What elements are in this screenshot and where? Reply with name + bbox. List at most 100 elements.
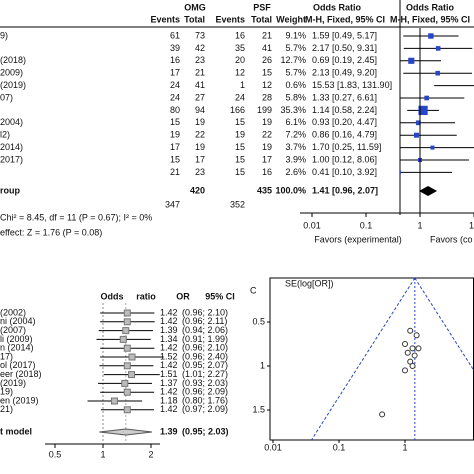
study-point <box>411 352 418 359</box>
label: (0.96; 2.40) <box>182 351 228 361</box>
study-point <box>407 327 414 334</box>
label: OR <box>176 291 190 301</box>
label: 15 <box>235 142 245 152</box>
x-tick-label: 1 <box>402 442 407 452</box>
label: 0.86 [0.16, 4.79] <box>312 130 377 140</box>
row-label: (2002) <box>0 307 26 317</box>
label: 24 <box>170 80 180 90</box>
study-square <box>413 132 419 138</box>
label: 17 <box>262 154 272 164</box>
study-square <box>122 327 130 335</box>
label: Favors (co <box>430 234 473 244</box>
label: 166 <box>230 105 245 115</box>
study-square <box>415 120 421 126</box>
y-axis-title: SE(log[OR]) <box>285 278 334 288</box>
study-square <box>121 379 129 387</box>
label: (1.01; 2.27) <box>182 369 228 379</box>
row-label: (2007) <box>0 325 26 335</box>
study-square <box>119 335 127 343</box>
study-square <box>128 371 136 379</box>
label: 15.53 [1.83, 131.90] <box>312 80 392 90</box>
label: (0.96; 2.09) <box>182 387 228 397</box>
label: 39 <box>170 43 180 53</box>
label: 2 <box>148 449 153 459</box>
study-square <box>123 362 131 370</box>
label: Total <box>184 14 205 24</box>
label: 22 <box>195 130 205 140</box>
label: 19 <box>262 142 272 152</box>
label: 0.01 <box>303 220 321 230</box>
label: 80 <box>170 105 180 115</box>
study-square <box>400 170 401 175</box>
label: 1.42 <box>160 387 178 397</box>
label: 21 <box>262 30 272 40</box>
label: 61 <box>170 30 180 40</box>
pooled-diamond <box>419 186 438 196</box>
label: 15 <box>235 154 245 164</box>
label: 0.69 [0.19, 2.45] <box>312 55 377 65</box>
label: PSF <box>253 2 271 12</box>
label: 16 <box>235 30 245 40</box>
label: 23 <box>195 55 205 65</box>
label: 5.8% <box>285 92 306 102</box>
study-point <box>409 345 416 352</box>
label: 15 <box>235 167 245 177</box>
study-square <box>110 397 118 405</box>
study-square <box>123 318 131 326</box>
label: 35.3% <box>280 105 306 115</box>
label: 1.39 <box>160 426 178 436</box>
label: (2018) <box>0 55 26 65</box>
label: 2.17 [0.50, 9.31] <box>312 43 377 53</box>
label: 1.42 <box>160 404 178 414</box>
study-square <box>123 309 131 317</box>
label: 15 <box>170 117 180 127</box>
study-square <box>123 388 131 396</box>
label: 5.7% <box>285 43 306 53</box>
label: 24 <box>170 92 180 102</box>
label: 23 <box>195 167 205 177</box>
label: 15 <box>170 154 180 164</box>
label: 21 <box>170 167 180 177</box>
label: 73 <box>195 30 205 40</box>
frame <box>269 277 474 441</box>
label: 6.1% <box>285 117 306 127</box>
label: 42 <box>195 43 205 53</box>
label: 3.9% <box>285 154 306 164</box>
study-point <box>409 363 416 369</box>
study-square <box>435 70 441 76</box>
label: 1.33 [0.27, 6.61] <box>312 92 377 102</box>
label: 1 <box>417 220 422 230</box>
label: 9.1% <box>285 30 306 40</box>
label: 2017) <box>0 154 23 164</box>
row-label: en (2019) <box>0 395 39 405</box>
study-square <box>128 353 136 361</box>
x-tick-label: 0.01 <box>264 442 282 452</box>
row-label: (2019) <box>0 378 26 388</box>
label: Events <box>215 14 245 24</box>
row-label: li (2009) <box>0 334 33 344</box>
label: OMG <box>184 2 206 12</box>
label: 420 <box>190 185 205 195</box>
label: 22 <box>262 130 272 140</box>
label: 19 <box>195 117 205 127</box>
y-tick-label: 0.5 <box>252 316 265 326</box>
label: 100.0% <box>275 185 306 195</box>
row-label: 19) <box>0 387 13 397</box>
label: 2009) <box>0 68 23 78</box>
label: 5.7% <box>285 68 306 78</box>
label: 1.37 <box>160 378 178 388</box>
study-point <box>402 367 408 374</box>
study-square <box>408 57 415 64</box>
label: 1.42 <box>160 343 178 353</box>
row-label: 17) <box>0 351 13 361</box>
label: (0.95; 2.03) <box>182 426 229 436</box>
label: 435 <box>257 185 272 195</box>
label: 9) <box>0 30 8 40</box>
label: (0.93; 2.03) <box>182 378 228 388</box>
row-label: ol (2017) <box>0 360 36 370</box>
label: (0.95; 2.07) <box>182 360 228 370</box>
label: 12 <box>235 68 245 78</box>
study-square <box>424 95 430 101</box>
label: (0.96; 2.10) <box>182 343 228 353</box>
